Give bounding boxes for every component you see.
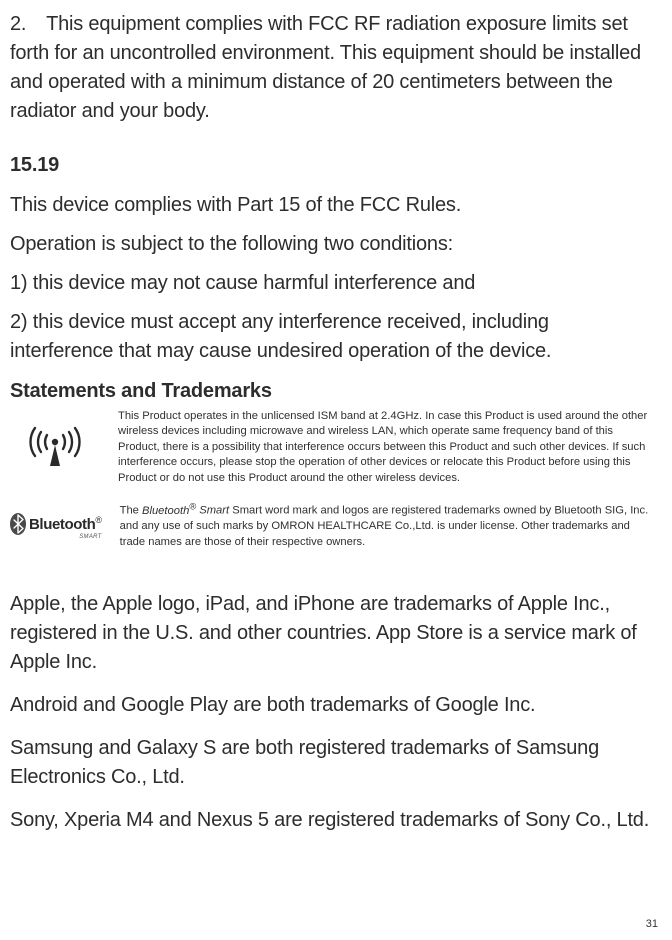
registered-symbol: ® [95, 515, 101, 525]
para-operation-conditions: Operation is subject to the following tw… [10, 230, 654, 259]
bluetooth-word: Bluetooth [29, 516, 95, 533]
heading-15-19: 15.19 [10, 154, 654, 177]
ism-statement-text: This Product operates in the unlicensed … [118, 409, 654, 486]
bt-pre: The [120, 505, 142, 517]
para-condition-2: 2) this device must accept any interfere… [10, 308, 654, 366]
wireless-antenna-icon [10, 409, 100, 481]
bluetooth-statement-row: Bluetooth® SMART The Bluetooth® Smart Sm… [10, 500, 654, 550]
bt-smart-italic: Smart [196, 505, 229, 517]
bt-brand-italic: Bluetooth® [142, 505, 196, 517]
para-15-19-compliance: This device complies with Part 15 of the… [10, 191, 654, 220]
heading-statements-trademarks: Statements and Trademarks [10, 380, 654, 403]
sony-trademark-para: Sony, Xperia M4 and Nexus 5 are register… [10, 806, 654, 835]
page-number: 31 [646, 918, 658, 930]
samsung-trademark-para: Samsung and Galaxy S are both registered… [10, 734, 654, 792]
bluetooth-logo-text: Bluetooth® SMART [29, 515, 102, 533]
fcc-rf-exposure-para: 2. This equipment complies with FCC RF r… [10, 10, 654, 126]
apple-trademark-para: Apple, the Apple logo, iPad, and iPhone … [10, 590, 654, 677]
bluetooth-smart-logo: Bluetooth® SMART [10, 500, 102, 548]
bluetooth-statement-text: The Bluetooth® Smart Smart word mark and… [120, 500, 654, 550]
bluetooth-smart-word: SMART [79, 534, 101, 540]
google-trademark-para: Android and Google Play are both tradema… [10, 691, 654, 720]
ism-statement-row: This Product operates in the unlicensed … [10, 409, 654, 486]
para-condition-1: 1) this device may not cause harmful int… [10, 269, 654, 298]
